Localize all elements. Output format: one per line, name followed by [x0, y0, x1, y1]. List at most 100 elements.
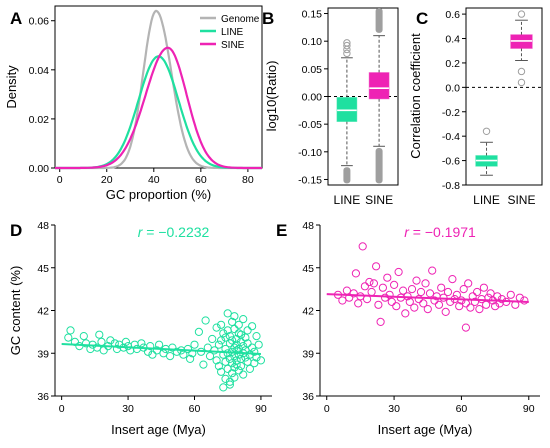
data-point — [79, 332, 88, 341]
y-tick-label: 36 — [37, 391, 49, 403]
panel-a: 0 20 40 60 80 0.00 0.02 0.04 0.06 GC proportion (… — [4, 5, 263, 202]
data-point — [239, 315, 248, 324]
data-point — [214, 340, 223, 349]
data-point — [457, 296, 466, 305]
data-point — [369, 279, 378, 288]
outlier-point — [517, 10, 526, 18]
data-point — [179, 350, 188, 359]
data-point — [243, 357, 252, 366]
y-tick-label: 42 — [37, 306, 49, 318]
data-point — [250, 347, 259, 356]
data-point — [464, 279, 473, 288]
x-tick-label: 80 — [242, 174, 254, 186]
data-point — [234, 320, 243, 329]
y-tick-label: 0.00 — [302, 92, 323, 104]
y-tick-label: 0.6 — [445, 9, 460, 21]
y-tick-label: 0.02 — [29, 114, 50, 126]
x-tick-label: 30 — [388, 403, 400, 415]
data-point — [428, 266, 437, 275]
data-point — [401, 309, 410, 318]
data-point — [491, 302, 500, 311]
x-tick-label: 30 — [122, 403, 134, 415]
x-category-label: SINE — [365, 193, 393, 207]
x-tick-label: 60 — [456, 403, 468, 415]
data-point — [168, 343, 177, 352]
data-point — [124, 342, 133, 351]
y-tick-label: 0.05 — [302, 64, 323, 76]
data-point — [376, 317, 385, 326]
data-point — [137, 339, 146, 348]
y-axis-label: log10(Ratio) — [264, 61, 279, 132]
y-tick-label: 0.2 — [445, 58, 460, 70]
y-tick-label: -0.05 — [298, 119, 322, 131]
data-point — [497, 295, 506, 304]
data-point — [441, 307, 450, 316]
panel-label-b: B — [262, 9, 274, 28]
annotation-value: = −0.2232 — [142, 224, 209, 240]
data-point — [223, 309, 232, 318]
data-point — [236, 330, 246, 339]
data-point — [342, 286, 351, 295]
data-point — [459, 285, 468, 294]
data-point — [410, 303, 419, 312]
data-point — [219, 383, 228, 392]
data-point — [166, 352, 175, 361]
y-tick-label: 48 — [302, 220, 314, 232]
data-point — [64, 333, 73, 342]
regression-line — [326, 293, 529, 303]
data-point — [121, 337, 131, 346]
data-point — [437, 283, 446, 292]
data-point — [146, 342, 155, 351]
data-point — [210, 346, 219, 355]
data-point — [506, 290, 515, 299]
data-point — [214, 362, 223, 371]
data-point — [152, 346, 161, 355]
data-point — [407, 285, 417, 294]
data-point — [387, 297, 396, 306]
data-point — [106, 336, 115, 345]
data-point — [378, 283, 387, 292]
data-point — [194, 327, 203, 336]
outlier-point — [517, 67, 526, 76]
data-point — [372, 262, 381, 271]
x-tick-label: 0 — [57, 174, 63, 186]
data-point — [225, 380, 234, 389]
data-point — [383, 273, 392, 282]
data-point — [430, 296, 439, 305]
data-point — [461, 323, 470, 332]
x-tick-label: 40 — [148, 174, 160, 186]
y-tick-label: -0.15 — [298, 174, 322, 186]
data-point — [228, 369, 237, 378]
data-point — [93, 343, 102, 352]
data-point — [448, 275, 457, 284]
density-curve-sine — [55, 46, 262, 170]
data-point — [217, 320, 226, 329]
x-category-label: LINE — [334, 193, 361, 207]
correlation-annotation: r = −0.1971 — [404, 224, 476, 240]
data-point — [241, 333, 250, 342]
data-point — [221, 333, 230, 342]
y-tick-label: 0.00 — [29, 163, 50, 175]
legend-label: SINE — [221, 40, 245, 51]
x-tick-label: 90 — [523, 403, 535, 415]
data-point — [421, 279, 430, 288]
data-point — [230, 373, 239, 382]
data-point — [186, 354, 195, 363]
y-tick-label: 0.4 — [445, 34, 460, 46]
data-point — [208, 334, 217, 344]
regression-line — [61, 342, 261, 355]
y-axis-label: GC content (%) — [8, 266, 23, 356]
panel-b: 0.15 0.10 0.05 0.00 -0.05 -0.10 -0.15 LINE SINE l… — [264, 7, 399, 207]
y-tick-label: 42 — [302, 306, 314, 318]
box-line — [336, 97, 358, 122]
data-point — [75, 342, 84, 351]
panel-label-d: D — [10, 221, 22, 240]
y-tick-label: 0.04 — [29, 65, 50, 77]
data-point — [475, 305, 484, 314]
data-point — [234, 329, 243, 338]
box-sine — [368, 72, 390, 100]
legend-label: Genome — [221, 14, 260, 25]
data-point — [470, 297, 479, 306]
data-point — [365, 277, 374, 287]
